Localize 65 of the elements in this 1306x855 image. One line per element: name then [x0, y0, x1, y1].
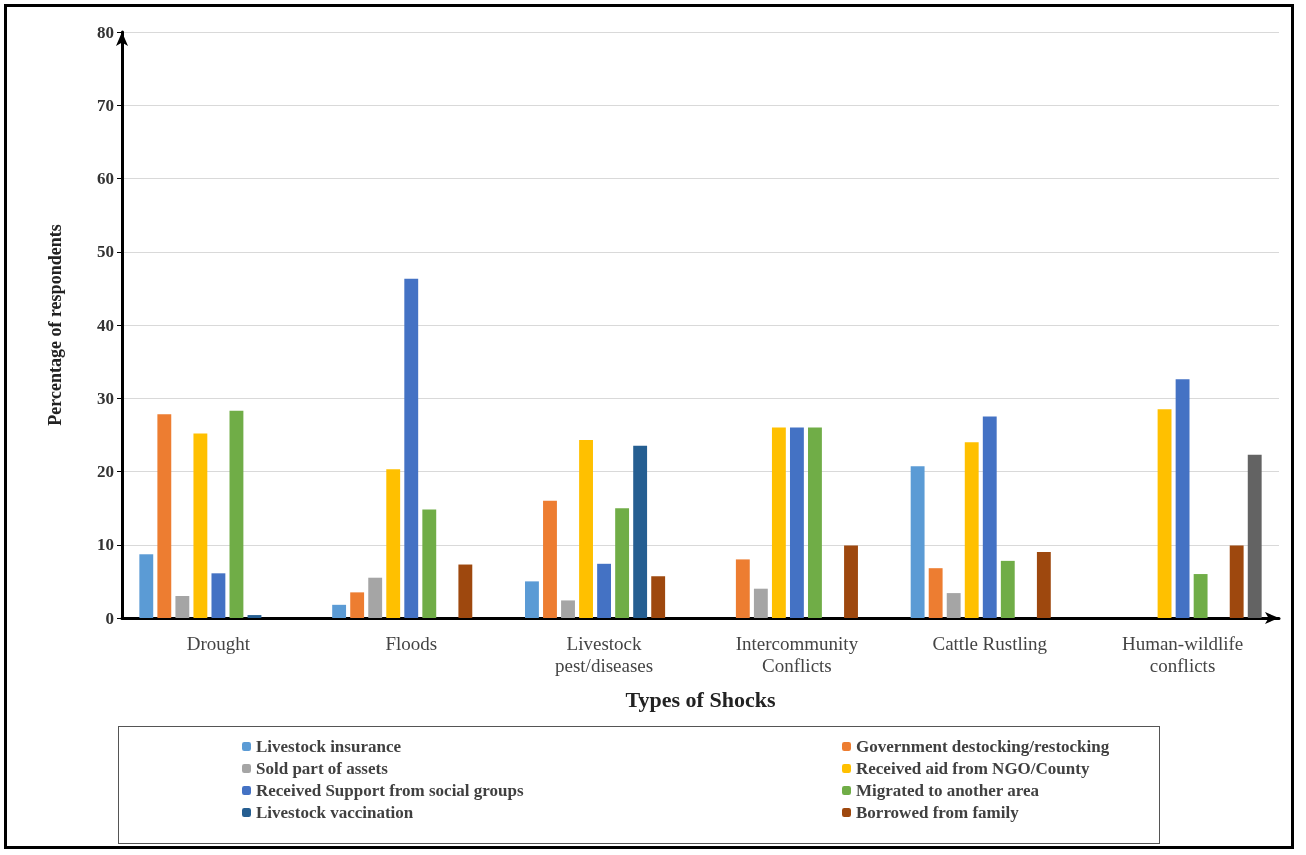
x-axis-title: Types of Shocks: [625, 686, 776, 712]
bar: [789, 427, 804, 618]
y-tick-label: 20: [97, 462, 114, 481]
legend-label: Government destocking/restocking: [856, 737, 1110, 756]
x-tick-label: Livestock pest/diseases: [555, 632, 654, 676]
bar: [157, 414, 172, 618]
bar: [735, 559, 750, 618]
bar: [1175, 379, 1190, 618]
bar: [139, 554, 154, 618]
bar: [350, 592, 365, 618]
y-tick-label: 50: [97, 242, 114, 262]
bar: [175, 596, 190, 618]
y-tick-label: 40: [97, 315, 114, 335]
bar: [332, 604, 347, 618]
bar: [525, 581, 539, 618]
y-tick-label: 80: [97, 22, 114, 42]
legend-label: Sold part of assets: [256, 759, 389, 778]
bar: [193, 433, 208, 618]
bar: [1036, 552, 1051, 618]
bar: [615, 508, 630, 618]
legend-label: Borrowed from family: [856, 803, 1020, 822]
bar: [928, 568, 943, 618]
bar: [1157, 409, 1172, 618]
bar: [543, 500, 557, 618]
x-tick-label: Drought: [186, 632, 251, 654]
legend-label: Livestock vaccination: [256, 803, 414, 822]
bar: [946, 593, 961, 618]
bar: [247, 615, 262, 618]
x-tick-label: Intercommunity Conflicts: [735, 632, 859, 676]
bar: [633, 445, 648, 618]
bar: [1000, 560, 1015, 618]
y-tick-label: 60: [97, 169, 114, 188]
bar: [597, 563, 612, 618]
y-axis-title: Percentage of respondents: [45, 224, 65, 426]
x-tick-label: Floods: [385, 632, 438, 654]
y-tick-label: 10: [97, 535, 114, 555]
bar: [458, 564, 473, 618]
x-tick-label: Human-wildlife conflicts: [1121, 632, 1244, 676]
legend-label: Received aid from NGO/County: [856, 759, 1090, 778]
x-tick-label: Cattle Rustling: [932, 632, 1048, 654]
bar: [771, 427, 786, 618]
legend-label: Migrated to another area: [856, 781, 1040, 800]
y-tick-label: 0: [105, 608, 114, 628]
bar: [1229, 545, 1244, 618]
bar: [844, 545, 858, 618]
bar: [386, 469, 401, 618]
bar: [651, 576, 666, 618]
y-tick-label: 30: [97, 388, 114, 408]
bar: [404, 278, 419, 618]
bar: [561, 600, 575, 618]
y-tick-label: 70: [97, 95, 114, 115]
bar: [982, 416, 997, 618]
bar: [964, 442, 979, 618]
bar: [910, 466, 925, 618]
bar: [368, 577, 383, 618]
bar: [1193, 574, 1208, 618]
bar: [211, 573, 226, 618]
bar: [753, 588, 768, 618]
legend-label: Received Support from social groups: [256, 781, 524, 800]
bar: [1247, 454, 1262, 618]
bar: [808, 427, 822, 618]
bar: [229, 410, 244, 618]
bar: [422, 509, 437, 618]
bar: [579, 440, 593, 618]
legend-label: Livestock insurance: [256, 737, 402, 756]
